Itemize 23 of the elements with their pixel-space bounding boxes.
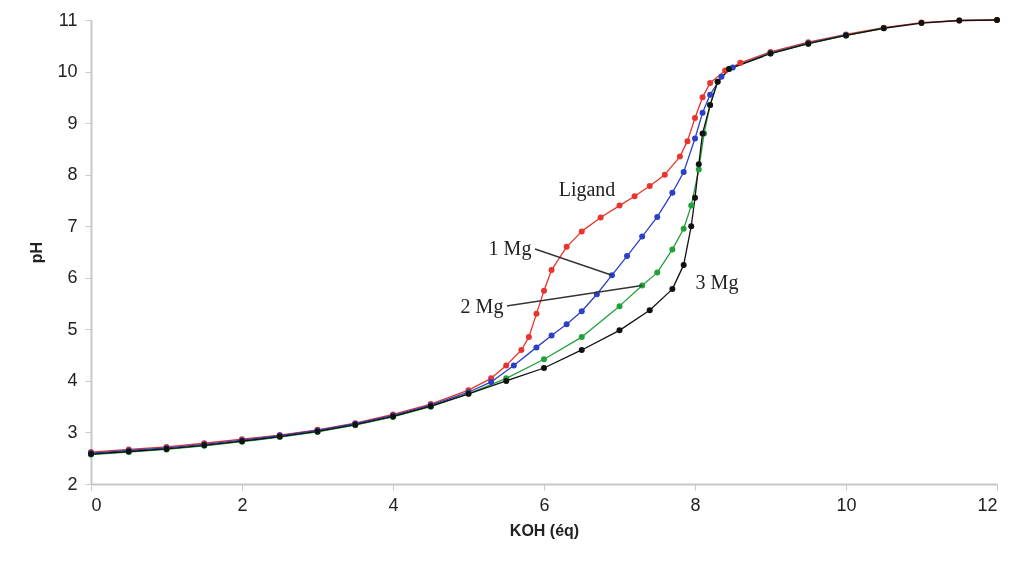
- y-tick-label: 9: [67, 112, 78, 133]
- series-label: Ligand: [558, 178, 616, 201]
- y-tick-label: 6: [67, 267, 78, 288]
- x-tick-label: 8: [690, 494, 701, 515]
- y-tick-label: 11: [58, 9, 78, 30]
- y-tick-label: 10: [57, 61, 78, 82]
- x-tick-label: 0: [91, 494, 102, 515]
- text: 1 Mg: [488, 237, 532, 260]
- y-tick-label: 2: [67, 473, 78, 494]
- x-tick-label: 2: [237, 494, 248, 515]
- x-tick-label: 10: [836, 494, 857, 515]
- x-tick-label: 4: [388, 494, 399, 515]
- y-axis-title: pH: [28, 241, 46, 264]
- x-tick-label: 12: [977, 494, 998, 515]
- y-tick-label: 3: [67, 421, 78, 442]
- text: 2 Mg: [460, 295, 504, 318]
- y-tick-label: 5: [67, 318, 78, 339]
- y-tick-label: 7: [67, 215, 78, 236]
- y-tick-label: 8: [67, 164, 78, 185]
- x-tick-label: 6: [539, 494, 550, 515]
- x-axis-title: KOH (éq): [509, 521, 580, 539]
- series-label: 3 Mg: [695, 271, 739, 294]
- y-tick-label: 4: [67, 370, 78, 391]
